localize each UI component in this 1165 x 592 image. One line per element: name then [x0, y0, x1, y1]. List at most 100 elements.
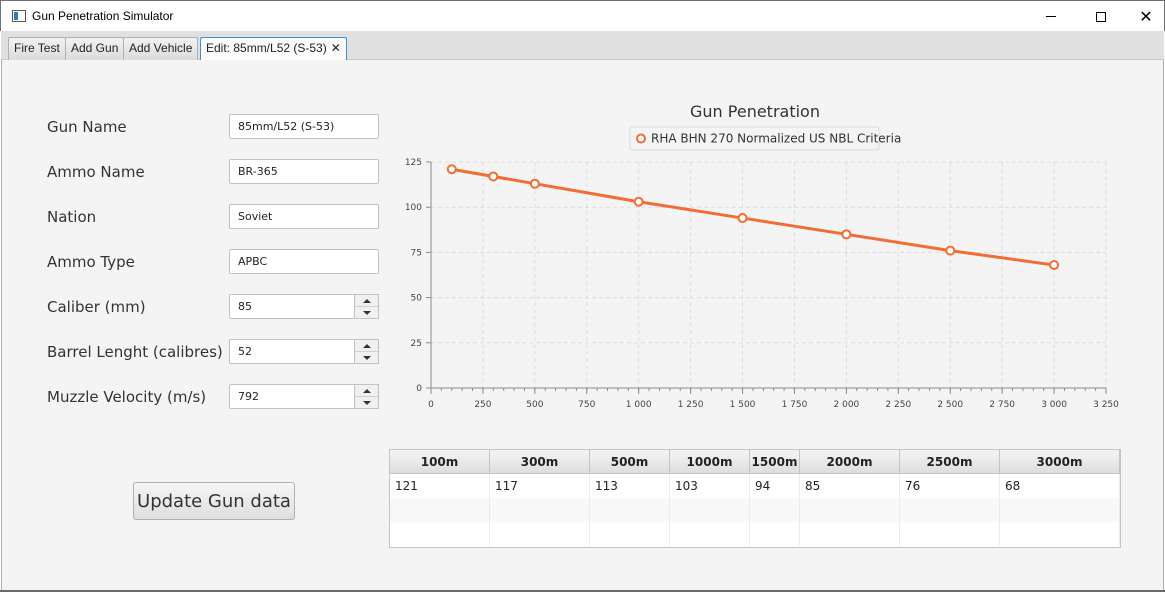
table-cell	[590, 498, 670, 522]
column-header[interactable]: 500m	[590, 450, 670, 473]
table-cell	[390, 522, 490, 546]
table-row[interactable]	[390, 498, 1120, 522]
caliber-decrement-button[interactable]	[355, 307, 378, 319]
arrow-down-icon	[362, 401, 371, 405]
x-tick-label: 3 250	[1093, 400, 1119, 410]
table-cell: 117	[490, 474, 590, 498]
chart-series	[446, 164, 1060, 271]
arrow-up-icon	[362, 388, 371, 393]
table-cell	[750, 498, 800, 522]
minimize-icon	[1046, 16, 1056, 17]
column-header[interactable]: 1500m	[750, 450, 800, 473]
column-header[interactable]: 300m	[490, 450, 590, 473]
tab-close-icon[interactable]: ✕	[330, 41, 341, 55]
table-cell: 85	[800, 474, 900, 498]
data-point	[633, 196, 644, 207]
muzzle-velocity-decrement-button[interactable]	[355, 397, 378, 409]
x-tick-label: 2 500	[937, 400, 963, 410]
window-bottom-border	[0, 590, 1165, 592]
tab-add-gun[interactable]: Add Gun	[65, 37, 125, 60]
table-cell	[490, 498, 590, 522]
tab-add-vehicle[interactable]: Add Vehicle	[123, 37, 199, 60]
close-icon: ✕	[1139, 6, 1153, 26]
table-cell	[490, 522, 590, 546]
maximize-button[interactable]	[1078, 1, 1124, 32]
tab-fire-test[interactable]: Fire Test	[8, 37, 66, 60]
title-bar: Gun Penetration Simulator ✕	[0, 0, 1165, 31]
table-cell: 68	[1000, 474, 1120, 498]
data-point	[488, 171, 499, 182]
barrel-length-spinner-field[interactable]: 52	[229, 339, 355, 364]
tab-label: Add Gun	[71, 41, 119, 55]
table-cell	[800, 522, 900, 546]
table-cell: 94	[750, 474, 800, 498]
x-tick-label: 2 750	[989, 400, 1015, 410]
tab-edit-gun[interactable]: Edit: 85mm/L52 (S-53) ✕	[200, 37, 347, 61]
table-cell: 121	[390, 474, 490, 498]
y-tick-label: 0	[416, 384, 422, 394]
table-cell	[590, 522, 670, 546]
table-row[interactable]: 121 117 113 103 94 85 76 68	[390, 474, 1120, 498]
tab-label: Edit: 85mm/L52 (S-53)	[206, 41, 327, 55]
muzzle-velocity-label: Muzzle Velocity (m/s)	[47, 388, 207, 406]
update-gun-data-button[interactable]: Update Gun data	[133, 482, 295, 520]
legend-label: RHA BHN 270 Normalized US NBL Criteria	[651, 132, 901, 146]
arrow-up-icon	[362, 343, 371, 348]
x-tick-label: 1 500	[730, 400, 756, 410]
data-point	[945, 245, 956, 256]
column-header[interactable]: 1000m	[670, 450, 750, 473]
column-header[interactable]: 2000m	[800, 450, 900, 473]
data-point	[841, 229, 852, 240]
caliber-spinner-buttons	[354, 294, 379, 319]
y-tick-label: 125	[405, 158, 422, 168]
table-cell	[1000, 498, 1120, 522]
table-header: 100m 300m 500m 1000m 1500m 2000m 2500m 3000m	[390, 450, 1120, 474]
penetration-table[interactable]: 100m 300m 500m 1000m 1500m 2000m 2500m 3000m 12…	[389, 449, 1121, 548]
table-row[interactable]	[390, 522, 1120, 546]
tab-label: Fire Test	[14, 41, 60, 55]
data-point	[1049, 260, 1060, 271]
muzzle-velocity-increment-button[interactable]	[355, 385, 378, 397]
table-cell	[900, 498, 1000, 522]
column-header[interactable]: 100m	[390, 450, 490, 473]
nation-field[interactable]: Soviet	[229, 204, 379, 229]
window-title: Gun Penetration Simulator	[32, 9, 174, 23]
table-cell: 113	[590, 474, 670, 498]
barrel-length-label: Barrel Lenght (calibres)	[47, 343, 223, 361]
caliber-spinner-field[interactable]: 85	[229, 294, 355, 319]
legend-marker	[636, 133, 646, 144]
table-cell	[750, 522, 800, 546]
close-window-button[interactable]: ✕	[1123, 1, 1165, 32]
nation-label: Nation	[47, 208, 97, 226]
barrel-length-decrement-button[interactable]	[355, 352, 378, 364]
table-cell: 103	[670, 474, 750, 498]
y-tick-label: 100	[405, 203, 422, 213]
data-point	[446, 164, 457, 175]
muzzle-velocity-spinner-field[interactable]: 792	[229, 384, 355, 409]
caliber-label: Caliber (mm)	[47, 298, 146, 316]
ammo-name-field[interactable]: BR-365	[229, 159, 379, 184]
column-header[interactable]: 3000m	[1000, 450, 1120, 473]
barrel-length-increment-button[interactable]	[355, 340, 378, 352]
column-header[interactable]: 2500m	[900, 450, 1000, 473]
maximize-icon	[1096, 11, 1106, 22]
table-cell	[900, 522, 1000, 546]
table-cell	[390, 498, 490, 522]
y-tick-label: 50	[411, 294, 423, 304]
gun-name-field[interactable]: 85mm/L52 (S-53)	[229, 114, 379, 139]
chart-legend: RHA BHN 270 Normalized US NBL Criteria	[629, 126, 901, 151]
data-point	[529, 178, 540, 189]
ammo-name-label: Ammo Name	[47, 163, 145, 181]
arrow-down-icon	[362, 311, 371, 315]
x-tick-label: 1 000	[626, 400, 652, 410]
ammo-type-field[interactable]: APBC	[229, 249, 379, 274]
x-tick-label: 2 000	[834, 400, 860, 410]
table-cell	[670, 498, 750, 522]
data-point	[737, 213, 748, 224]
legend-box	[629, 126, 880, 151]
x-tick-label: 1 750	[782, 400, 808, 410]
caliber-increment-button[interactable]	[355, 295, 378, 307]
minimize-button[interactable]	[1028, 1, 1074, 32]
x-tick-label: 3 000	[1041, 400, 1067, 410]
x-tick-label: 1 250	[678, 400, 704, 410]
